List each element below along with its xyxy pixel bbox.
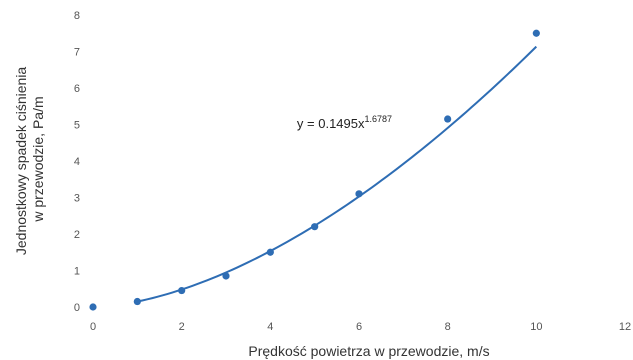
x-tick-label: 0	[90, 321, 96, 333]
x-tick-label: 4	[267, 321, 273, 333]
data-point	[444, 115, 452, 123]
y-tick-label: 2	[74, 229, 80, 241]
y-tick-label: 4	[74, 156, 80, 168]
x-tick-label: 12	[619, 321, 631, 333]
trendline-equation: y = 0.1495x1.6787	[297, 114, 392, 131]
y-axis-title-line-2: w przewodzie, Pa/m	[30, 96, 46, 222]
data-point	[311, 223, 319, 231]
y-axis-ticks: 0 1 2 3 4 5 6 7 8	[74, 10, 80, 314]
x-tick-label: 8	[445, 321, 451, 333]
x-tick-label: 6	[356, 321, 362, 333]
y-tick-label: 7	[74, 47, 80, 59]
x-axis-ticks: 0 2 4 6 8 10 12	[90, 321, 631, 333]
y-axis-title-line-1: Jednostkowy spadek ciśnienia	[13, 67, 29, 256]
y-tick-label: 1	[74, 266, 80, 278]
data-point	[89, 303, 97, 311]
data-point	[266, 248, 274, 256]
data-points	[89, 29, 540, 311]
y-tick-label: 6	[74, 83, 80, 95]
y-tick-label: 5	[74, 120, 80, 132]
y-axis-title: Jednostkowy spadek ciśnienia w przewodzi…	[13, 63, 46, 255]
data-point	[355, 190, 363, 198]
x-tick-label: 10	[530, 321, 542, 333]
data-point	[178, 286, 186, 295]
y-tick-label: 3	[74, 193, 80, 205]
data-point	[133, 297, 141, 306]
x-tick-label: 2	[179, 321, 185, 333]
power-trendline	[137, 45, 538, 303]
data-point	[532, 29, 540, 37]
data-point	[222, 272, 230, 280]
equation-base: y = 0.1495x	[297, 116, 365, 131]
y-tick-label: 0	[74, 302, 80, 314]
equation-exponent: 1.6787	[365, 114, 393, 124]
y-tick-label: 8	[74, 10, 80, 22]
x-axis-title: Prędkość powietrza w przewodzie, m/s	[248, 343, 489, 359]
